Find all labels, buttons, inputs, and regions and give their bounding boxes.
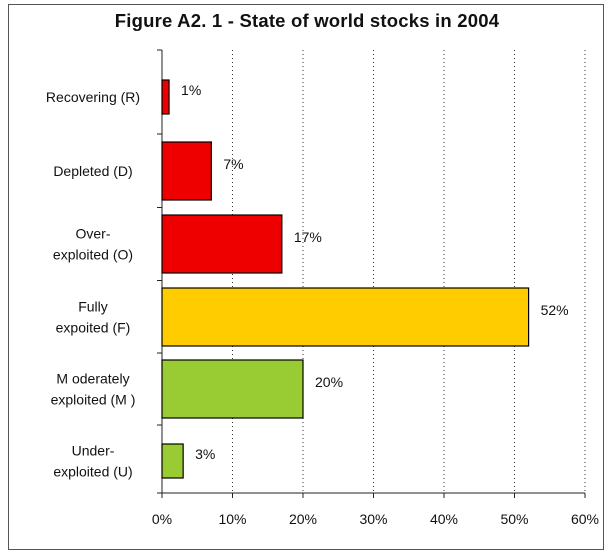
value-label-5: 3% (195, 446, 215, 462)
chart-title: Figure A2. 1 - State of world stocks in … (114, 10, 500, 31)
value-label-3: 52% (541, 302, 569, 318)
category-label-4-line-0: M oderately (56, 371, 129, 387)
category-label-3-line-0: Fully (78, 299, 108, 315)
category-label-3-line-1: expoited (F) (56, 320, 131, 336)
x-tick-label-5: 50% (500, 511, 528, 527)
x-tick-label-2: 20% (289, 511, 317, 527)
bar-4 (161, 359, 304, 419)
value-label-1: 7% (223, 156, 243, 172)
category-label-2-line-0: Over- (76, 226, 111, 242)
bar-2 (161, 214, 283, 274)
bar-5 (161, 443, 184, 479)
bar-3 (161, 287, 530, 347)
value-label-0: 1% (181, 82, 201, 98)
chart-frame (8, 4, 604, 550)
category-label-1: Depleted (D) (53, 163, 132, 179)
value-label-4: 20% (315, 374, 343, 390)
bar-1 (161, 141, 212, 201)
bar-0 (161, 79, 170, 115)
x-tick-label-0: 0% (152, 511, 172, 527)
category-label-5-line-1: exploited (U) (53, 464, 132, 480)
category-label-2-line-1: exploited (O) (53, 247, 133, 263)
x-tick-label-4: 40% (430, 511, 458, 527)
category-label-4-line-1: exploited (M ) (51, 392, 136, 408)
x-tick-label-6: 60% (571, 511, 599, 527)
category-label-0: Recovering (R) (46, 89, 140, 105)
category-label-5-line-0: Under- (72, 443, 115, 459)
value-label-2: 17% (294, 229, 322, 245)
x-tick-label-3: 30% (359, 511, 387, 527)
x-tick-label-1: 10% (218, 511, 246, 527)
